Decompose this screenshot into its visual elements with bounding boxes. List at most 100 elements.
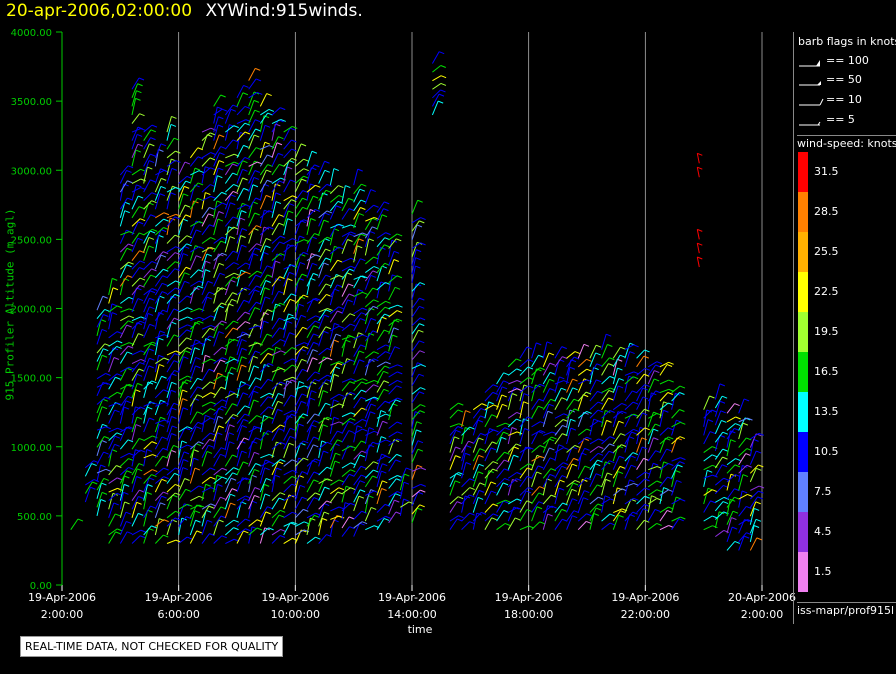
- wind-barb: [531, 354, 539, 368]
- wind-barb: [496, 422, 506, 428]
- wind-barb: [306, 151, 313, 167]
- wind-barb-flag: [257, 325, 263, 329]
- wind-barb: [376, 313, 385, 325]
- wind-barb: [329, 259, 338, 272]
- wind-barb-flag: [139, 218, 146, 222]
- wind-barb-flag: [539, 486, 545, 490]
- wind-barb-flag: [465, 445, 472, 448]
- wind-barb: [190, 308, 200, 313]
- wind-barb-flag: [360, 207, 366, 210]
- wind-barb-flag: [396, 233, 403, 237]
- wind-barb-flag: [370, 189, 376, 193]
- wind-barb-flag: [300, 143, 307, 147]
- wind-barb: [224, 327, 234, 339]
- wind-barb-flag: [480, 415, 486, 419]
- wind-barb-flag: [676, 479, 682, 483]
- wind-barb: [703, 515, 713, 522]
- wind-barb-flag: [254, 307, 261, 311]
- wind-barb-flag: [504, 523, 511, 526]
- wind-barb: [647, 428, 654, 445]
- wind-barb: [659, 489, 669, 496]
- wind-profile: [636, 349, 651, 531]
- wind-barb-flag: [706, 409, 713, 413]
- wind-barb: [201, 152, 211, 159]
- wind-barb: [636, 355, 645, 368]
- wind-barb-flag: [206, 450, 213, 454]
- wind-barb: [659, 402, 669, 411]
- wind-barb: [108, 376, 116, 390]
- wind-barb-flag: [125, 511, 132, 515]
- wind-barb: [271, 201, 277, 218]
- wind-barb: [108, 331, 118, 339]
- wind-barb-flag: [220, 146, 226, 150]
- wind-barb-flag: [195, 519, 201, 523]
- wind-barb-flag: [233, 125, 239, 129]
- wind-barb: [236, 270, 242, 287]
- wind-barb: [519, 476, 528, 488]
- wind-barb-flag: [633, 413, 639, 417]
- wind-barb-flag: [310, 218, 316, 221]
- wind-barb: [306, 444, 314, 459]
- wind-barb: [411, 297, 420, 309]
- wind-barb-flag: [585, 391, 592, 395]
- wind-barb: [577, 368, 587, 376]
- wind-barb: [248, 519, 258, 527]
- wind-barb: [189, 322, 196, 338]
- wind-barb: [714, 410, 722, 426]
- wind-barb-flag: [465, 462, 472, 465]
- wind-barb: [213, 416, 219, 433]
- wind-barb: [283, 210, 289, 227]
- wind-barb-flag: [359, 318, 366, 321]
- wind-barb: [236, 477, 243, 493]
- wind-barb-flag: [504, 468, 510, 472]
- wind-barb: [306, 458, 316, 467]
- wind-barb: [341, 265, 351, 272]
- wind-barb-flag: [288, 210, 294, 214]
- wind-barb: [542, 352, 550, 368]
- wind-barb: [624, 343, 631, 359]
- wind-barb: [213, 192, 223, 202]
- wind-barb: [189, 443, 197, 458]
- wind-barb: [119, 202, 126, 218]
- wind-barb-flag: [730, 439, 736, 443]
- wind-barb-flag: [360, 344, 366, 348]
- wind-barb: [283, 494, 290, 510]
- wind-barb-flag: [186, 347, 193, 351]
- wind-barb-flag: [549, 388, 555, 391]
- wind-barb-flag: [175, 467, 181, 471]
- wind-barb-flag: [753, 525, 760, 528]
- wind-barb: [224, 226, 234, 236]
- wind-barb: [341, 239, 348, 254]
- wind-barb-flag: [205, 414, 211, 418]
- wind-barb-flag: [327, 357, 333, 361]
- wind-barb: [341, 358, 348, 374]
- wind-barb: [248, 270, 258, 279]
- wind-barb: [143, 525, 152, 536]
- wind-barb: [131, 502, 138, 518]
- wind-barb: [589, 438, 599, 445]
- wind-barb-flag: [278, 317, 285, 321]
- wind-barb: [659, 436, 669, 445]
- wind-barb: [155, 357, 165, 364]
- wind-barb: [318, 189, 327, 201]
- wind-barb-flag: [350, 335, 357, 339]
- wind-barb: [519, 525, 529, 531]
- wind-barb: [236, 477, 246, 484]
- wind-barb-flag: [229, 424, 235, 428]
- wind-barb-flag: [206, 253, 213, 257]
- wind-barb-flag: [606, 419, 612, 423]
- wind-barb-flag: [241, 425, 248, 428]
- wind-barb: [248, 274, 257, 287]
- wind-barb: [612, 420, 620, 436]
- wind-barb: [636, 387, 644, 402]
- wind-barb-flag: [741, 490, 748, 494]
- wind-barb: [353, 381, 362, 392]
- wind-barb-flag: [396, 275, 403, 279]
- wind-barb: [283, 443, 290, 458]
- wind-barb: [224, 292, 233, 304]
- wind-barb-flag: [561, 465, 567, 469]
- wind-barb: [201, 335, 210, 347]
- wind-barb: [531, 465, 539, 479]
- wind-barb: [271, 164, 280, 176]
- wind-barb: [612, 456, 620, 470]
